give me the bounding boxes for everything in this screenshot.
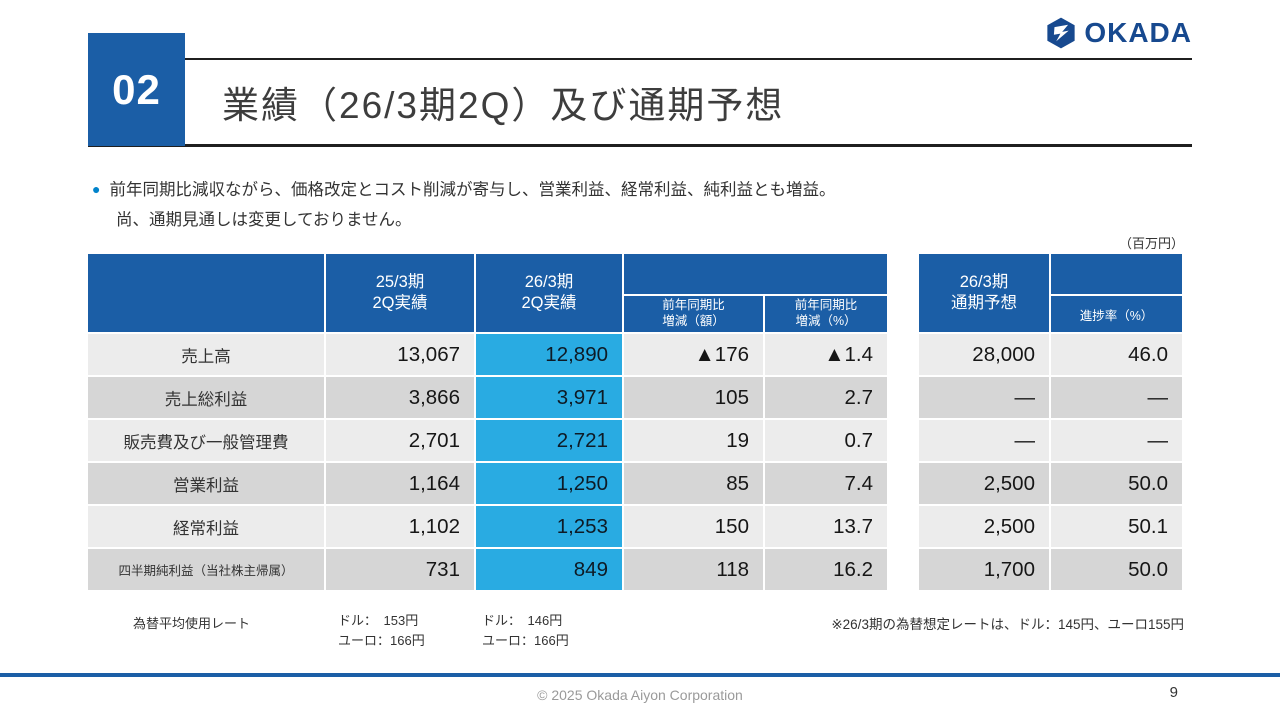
cell-forecast: ―: [919, 377, 1049, 418]
column-header-forecast: 26/3期 通期予想: [919, 254, 1049, 332]
footer-accent-line: [0, 673, 1280, 677]
cell-forecast: 1,700: [919, 549, 1049, 590]
header-line: 2Q実績: [521, 294, 577, 312]
fx-rate-25-3: ドル： 153円 ユーロ：166円: [338, 611, 425, 651]
cell-yoy-amount: 118: [624, 549, 763, 590]
cell-progress: 50.0: [1051, 549, 1182, 590]
cell-q25: 3,866: [326, 377, 474, 418]
cell-yoy-pct: 16.2: [765, 549, 887, 590]
column-header-yoy-amount: 前年同期比 増減（額）: [624, 296, 763, 332]
cell-q26: 1,253: [476, 506, 622, 547]
fx-line: ドル： 153円: [338, 613, 419, 628]
results-table: 25/3期 2Q実績 26/3期 2Q実績 前年同期比 増減（額） 前年同期比 …: [88, 254, 887, 590]
cell-progress: 50.0: [1051, 463, 1182, 504]
header-line: 前年同期比: [662, 298, 725, 313]
cell-q26: 12,890: [476, 334, 622, 375]
cell-forecast: 28,000: [919, 334, 1049, 375]
header-line: 通期予想: [951, 294, 1017, 312]
cell-yoy-pct: 13.7: [765, 506, 887, 547]
cell-forecast: ―: [919, 420, 1049, 461]
fx-rate-label: 為替平均使用レート: [133, 616, 251, 631]
fx-line: ドル： 146円: [482, 613, 563, 628]
cell-q25: 13,067: [326, 334, 474, 375]
cell-q26: 3,971: [476, 377, 622, 418]
cell-yoy-pct: 7.4: [765, 463, 887, 504]
header-rule-top: [88, 58, 1192, 60]
cell-yoy-pct: 0.7: [765, 420, 887, 461]
okada-hexagon-icon: [1047, 17, 1075, 49]
header-line: 26/3期: [959, 273, 1009, 292]
cell-q25: 1,102: [326, 506, 474, 547]
header-line: 25/3期: [375, 273, 425, 292]
section-number-box: 02: [88, 33, 185, 146]
row-label: 売上総利益: [88, 377, 324, 418]
cell-q26: 1,250: [476, 463, 622, 504]
lead-line-2: 尚、通期見通しは変更しておりません。: [116, 211, 412, 229]
cell-progress: 46.0: [1051, 334, 1182, 375]
row-label: 売上高: [88, 334, 324, 375]
cell-progress: 50.1: [1051, 506, 1182, 547]
header-row-label-blank: [88, 254, 324, 332]
cell-yoy-amount: 105: [624, 377, 763, 418]
column-header-yoy-pct: 前年同期比 増減（%）: [765, 296, 887, 332]
header-progress-blank: [1051, 254, 1182, 294]
cell-q25: 2,701: [326, 420, 474, 461]
cell-q26: 2,721: [476, 420, 622, 461]
cell-q25: 1,164: [326, 463, 474, 504]
cell-q25: 731: [326, 549, 474, 590]
cell-yoy-pct: ▲1.4: [765, 334, 887, 375]
cell-yoy-pct: 2.7: [765, 377, 887, 418]
header-rule-bottom: [88, 144, 1192, 147]
cell-forecast: 2,500: [919, 463, 1049, 504]
page-title: 業績（26/3期2Q）及び通期予想: [222, 60, 784, 144]
lead-text: ● 前年同期比減収ながら、価格改定とコスト削減が寄与し、営業利益、経常利益、純利益…: [92, 174, 835, 235]
row-label: 販売費及び一般管理費: [88, 420, 324, 461]
header-line: 増減（%）: [795, 314, 857, 328]
fx-assumption-note: ※26/3期の為替想定レートは、ドル：145円、ユーロ155円: [831, 617, 1184, 632]
header-line: 増減（額）: [662, 314, 725, 328]
lead-line-1: ● 前年同期比減収ながら、価格改定とコスト削減が寄与し、営業利益、経常利益、純利益…: [92, 174, 835, 205]
copyright: © 2025 Okada Aiyon Corporation: [537, 687, 743, 703]
header-line: 2Q実績: [372, 294, 428, 312]
fx-rate-26-3: ドル： 146円 ユーロ：166円: [482, 611, 569, 651]
column-header-26-3-2q: 26/3期 2Q実績: [476, 254, 622, 332]
cell-yoy-amount: ▲176: [624, 334, 763, 375]
results-tables: 25/3期 2Q実績 26/3期 2Q実績 前年同期比 増減（額） 前年同期比 …: [88, 254, 1182, 590]
header-yoy-blank: [624, 254, 887, 294]
cell-q26: 849: [476, 549, 622, 590]
row-label: 営業利益: [88, 463, 324, 504]
cell-progress: ―: [1051, 420, 1182, 461]
row-label: 四半期純利益（当社株主帰属）: [88, 549, 324, 590]
fx-line: ユーロ：166円: [482, 633, 569, 648]
column-header-progress: 進捗率（%）: [1051, 296, 1182, 332]
logo-text: OKADA: [1084, 17, 1192, 48]
forecast-table: 26/3期 通期予想 進捗率（%） 28,000 46.0 ― ― ― ― 2,…: [919, 254, 1182, 590]
header-line: 26/3期: [524, 273, 574, 292]
column-header-25-3-2q: 25/3期 2Q実績: [326, 254, 474, 332]
page-title-text: 業績（26/3期2Q）及び通期予想: [222, 85, 785, 126]
cell-forecast: 2,500: [919, 506, 1049, 547]
cell-yoy-amount: 85: [624, 463, 763, 504]
row-label: 経常利益: [88, 506, 324, 547]
header-line: 前年同期比: [794, 298, 858, 313]
page-number: 9: [1169, 684, 1178, 701]
lead-line-1-text: 前年同期比減収ながら、価格改定とコスト削減が寄与し、営業利益、経常利益、純利益と…: [109, 181, 836, 199]
fx-line: ユーロ：166円: [338, 633, 425, 648]
unit-note: （百万円）: [1118, 236, 1184, 251]
cell-yoy-amount: 19: [624, 420, 763, 461]
bullet-icon: ●: [92, 181, 101, 197]
cell-yoy-amount: 150: [624, 506, 763, 547]
company-logo: OKADA: [1046, 17, 1192, 49]
cell-progress: ―: [1051, 377, 1182, 418]
